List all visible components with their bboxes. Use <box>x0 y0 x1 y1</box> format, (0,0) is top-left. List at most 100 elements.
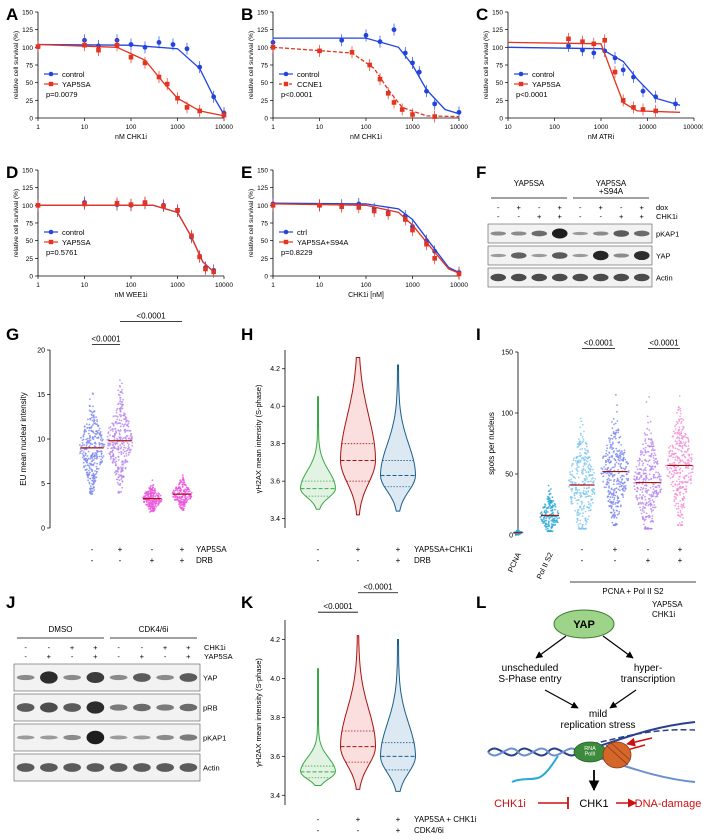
blot-band <box>40 671 58 684</box>
data-point <box>552 521 555 524</box>
data-point <box>122 448 125 451</box>
y-tick-label: 150 <box>501 350 513 357</box>
data-point <box>648 429 651 431</box>
data-point <box>612 510 615 512</box>
data-point <box>679 410 682 412</box>
data-point <box>580 420 583 422</box>
treatment-sign: + <box>517 203 522 212</box>
data-point <box>81 452 84 455</box>
data-point <box>580 457 583 460</box>
data-point <box>668 446 670 449</box>
data-point <box>576 466 579 469</box>
data-point <box>580 495 583 498</box>
data-point <box>131 441 134 444</box>
y-axis-label: relative cell survival (%) <box>483 31 490 99</box>
data-point <box>88 409 91 412</box>
data-point <box>83 430 86 433</box>
data-point-YAP5SA <box>128 54 134 60</box>
data-point <box>611 475 614 478</box>
treatment-sign: + <box>396 826 401 835</box>
data-point <box>553 519 556 522</box>
data-point <box>677 488 680 491</box>
data-point-control <box>620 67 626 73</box>
data-point <box>122 414 124 417</box>
legend-marker <box>48 239 54 245</box>
violin <box>379 639 417 792</box>
data-point <box>579 519 582 522</box>
stat-label: <0.0001 <box>584 338 614 347</box>
data-point <box>545 522 547 525</box>
legend-marker <box>283 71 289 77</box>
data-point <box>607 474 610 476</box>
data-point <box>155 493 158 495</box>
data-point <box>579 426 582 429</box>
data-point <box>182 484 184 486</box>
data-point-control <box>339 37 345 43</box>
data-point-YAP5SA <box>35 203 41 208</box>
data-point <box>647 421 649 424</box>
data-point <box>122 475 125 477</box>
data-point <box>611 493 614 495</box>
data-point <box>107 432 110 435</box>
blot-band-frame <box>487 267 653 288</box>
data-point <box>682 435 685 438</box>
x-tick-label: 1 <box>271 124 275 131</box>
data-point <box>623 468 626 471</box>
data-point <box>603 486 606 489</box>
data-point <box>646 463 649 466</box>
data-point <box>91 487 94 490</box>
data-point <box>94 432 96 435</box>
data-point <box>149 489 152 492</box>
data-point <box>609 501 612 504</box>
data-point <box>124 447 127 449</box>
data-point-control <box>653 94 659 100</box>
data-point-control <box>591 50 597 56</box>
data-point-YAP5SA <box>114 200 120 206</box>
data-point <box>691 467 694 470</box>
treatment-sign: - <box>24 643 27 652</box>
data-point <box>616 480 618 483</box>
blot-band <box>592 231 609 236</box>
data-point <box>576 456 579 458</box>
data-point <box>183 498 185 501</box>
data-point <box>602 472 605 474</box>
data-point <box>87 440 90 442</box>
data-point <box>122 441 125 444</box>
data-point <box>587 518 589 521</box>
data-point <box>615 429 618 432</box>
data-point <box>143 500 146 503</box>
data-point-control <box>640 88 646 94</box>
data-point <box>582 491 585 494</box>
data-point <box>616 450 619 452</box>
data-point <box>645 484 648 487</box>
data-point <box>128 420 130 423</box>
data-point <box>615 455 618 457</box>
x-tick-label: 10000 <box>215 282 233 289</box>
data-point <box>94 435 96 438</box>
data-point <box>672 480 675 483</box>
data-point <box>120 468 123 471</box>
data-point <box>126 424 129 426</box>
data-point <box>624 487 627 490</box>
data-point <box>114 428 116 430</box>
data-point <box>581 435 584 438</box>
legend-label: ctrl <box>297 228 307 237</box>
data-point <box>88 437 91 440</box>
data-point <box>642 443 644 446</box>
treatment-sign: + <box>93 652 98 661</box>
data-point <box>573 494 576 496</box>
blot-band <box>156 734 174 741</box>
data-point <box>546 511 549 513</box>
data-point <box>646 427 649 430</box>
data-point <box>644 506 646 509</box>
data-point <box>112 453 115 455</box>
data-point <box>621 478 624 480</box>
data-point <box>651 499 654 501</box>
blot-band <box>179 734 198 741</box>
data-point-CCNE1 <box>377 76 383 82</box>
data-point <box>116 418 118 421</box>
y-tick-label: 0 <box>509 533 513 540</box>
data-point <box>676 484 679 486</box>
data-point <box>679 475 681 478</box>
